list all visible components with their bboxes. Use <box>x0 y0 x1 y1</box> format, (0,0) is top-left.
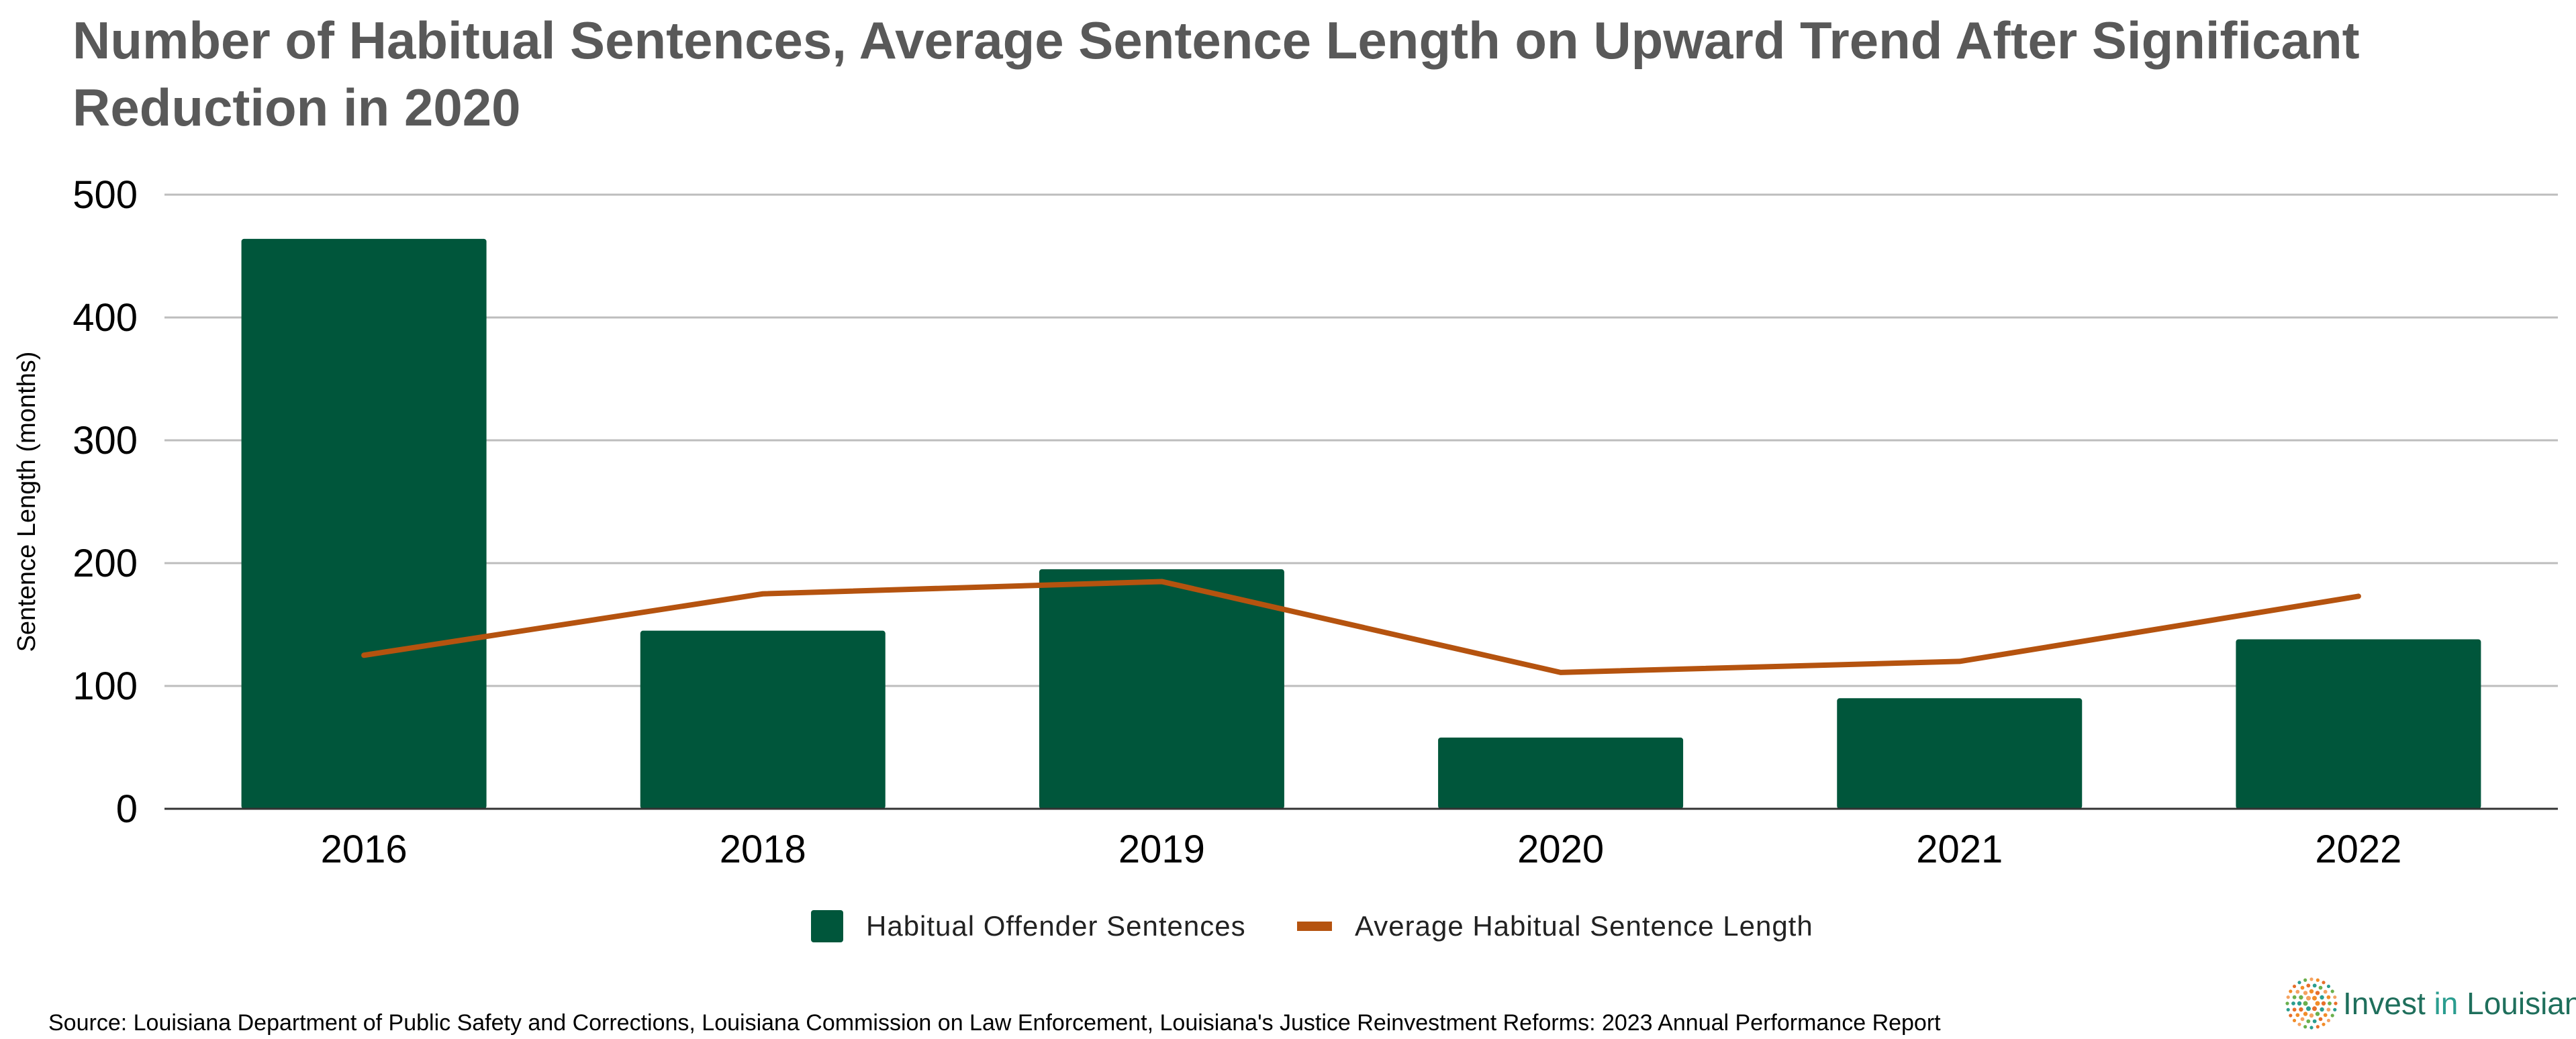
logo-dot <box>2303 1001 2308 1006</box>
logo-dot <box>2309 1026 2313 1030</box>
logo-dot <box>2303 1025 2307 1029</box>
bar <box>241 238 487 809</box>
logo-dot <box>2316 1025 2320 1029</box>
gridlines <box>164 193 2558 687</box>
logo-dot <box>2300 985 2305 990</box>
sunburst-dots-icon <box>2285 977 2338 1030</box>
logo-dot <box>2309 989 2314 994</box>
source-note: Source: Louisiana Department of Public S… <box>48 1010 1941 1036</box>
logo-dot <box>2299 1007 2303 1012</box>
bar <box>1438 737 1684 809</box>
logo-dot <box>2309 1013 2314 1018</box>
chart-title: Number of Habitual Sentences, Average Se… <box>73 11 2360 137</box>
legend-swatch-line <box>1297 922 1332 931</box>
logo-dot <box>2318 1017 2323 1022</box>
logo-dot <box>2297 981 2301 985</box>
logo-dot <box>2312 1006 2317 1011</box>
logo-dot <box>2322 981 2326 985</box>
y-tick-label: 0 <box>116 787 138 831</box>
logo-dot <box>2326 1007 2331 1012</box>
logo-wordmark: Invest in Louisiana <box>2343 985 2576 1022</box>
logo-dot <box>2306 983 2311 988</box>
invest-in-louisiana-logo: Invest in Louisiana <box>2283 973 2576 1034</box>
logo-dot <box>2300 1017 2305 1022</box>
logo-dot <box>2328 1001 2332 1005</box>
logo-dot <box>2312 983 2317 988</box>
logo-dot <box>2321 1001 2326 1006</box>
logo-dot <box>2292 1007 2297 1012</box>
logo-dot <box>2320 1007 2324 1012</box>
legend-label-line: Average Habitual Sentence Length <box>1355 910 1813 942</box>
logo-dot <box>2320 995 2324 1000</box>
logo-text-louisiana: Louisiana <box>2467 986 2576 1021</box>
logo-dot <box>2295 1013 2300 1018</box>
logo-dot <box>2292 995 2297 999</box>
logo-dot <box>2315 1011 2320 1016</box>
logo-dot <box>2326 984 2331 989</box>
logo-dot <box>2326 1018 2331 1023</box>
logo-dot <box>2315 1001 2320 1006</box>
x-tick-label: 2022 <box>2315 828 2401 871</box>
logo-text-invest: Invest <box>2343 986 2434 1021</box>
logo-dot <box>2285 1001 2289 1005</box>
logo-dot <box>2297 1001 2302 1006</box>
y-tick-label: 300 <box>73 419 138 462</box>
legend-swatch-bar <box>811 910 843 942</box>
logo-dot <box>2299 995 2303 1000</box>
logo-dot <box>2309 977 2313 981</box>
axes: 0 100 200 300 400 500 Sentence Length (months)… <box>13 173 2558 871</box>
y-tick-label: 500 <box>73 173 138 217</box>
logo-dot <box>2323 989 2328 994</box>
logo-dot <box>2330 1013 2334 1018</box>
x-tick-label: 2021 <box>1916 828 2003 871</box>
y-axis-title: Sentence Length (months) <box>13 352 41 652</box>
legend-label-bar: Habitual Offender Sentences <box>866 910 1246 942</box>
logo-dot <box>2303 978 2307 982</box>
y-tick-label: 200 <box>73 542 138 585</box>
logo-dot <box>2286 1007 2290 1011</box>
logo-dot <box>2297 1022 2301 1026</box>
bar <box>640 630 886 809</box>
logo-dot <box>2303 991 2308 995</box>
bar <box>2236 639 2481 809</box>
logo-dot <box>2334 1001 2338 1005</box>
logo-dot <box>2315 991 2320 995</box>
logo-dot <box>2289 989 2293 993</box>
logo-dot <box>2318 985 2323 990</box>
logo-text-in: in <box>2434 986 2459 1021</box>
bar-series <box>241 238 2481 809</box>
line-series <box>361 579 2361 675</box>
logo-dot <box>2303 1011 2308 1016</box>
x-tick-label: 2018 <box>720 828 806 871</box>
logo-dot <box>2289 1013 2293 1018</box>
logo-dot <box>2286 995 2290 999</box>
logo-dot <box>2323 1013 2328 1018</box>
logo-dot <box>2333 1007 2337 1011</box>
legend: Habitual Offender Sentences Average Habit… <box>811 910 1813 942</box>
logo-dot <box>2322 1022 2326 1026</box>
logo-dot <box>2306 995 2311 1001</box>
logo-dot <box>2316 978 2320 982</box>
logo-dot <box>2333 995 2337 999</box>
logo-dot <box>2306 1006 2311 1011</box>
y-tick-label: 100 <box>73 664 138 708</box>
x-tick-label: 2020 <box>1517 828 1604 871</box>
logo-dot <box>2326 995 2331 999</box>
logo-dot <box>2312 1019 2317 1024</box>
y-tick-label: 400 <box>73 296 138 340</box>
logo-dot <box>2312 995 2317 1001</box>
logo-dot <box>2295 989 2300 994</box>
x-tick-label: 2019 <box>1118 828 1205 871</box>
logo-dot <box>2292 984 2297 989</box>
logo-dot <box>2306 1019 2311 1024</box>
series-line <box>361 579 2361 675</box>
x-tick-label: 2016 <box>321 828 408 871</box>
bar <box>1837 698 2083 809</box>
logo-dot <box>2330 989 2334 993</box>
logo-dot <box>2291 1001 2295 1005</box>
logo-dot <box>2292 1018 2297 1023</box>
bar <box>1039 569 1284 809</box>
